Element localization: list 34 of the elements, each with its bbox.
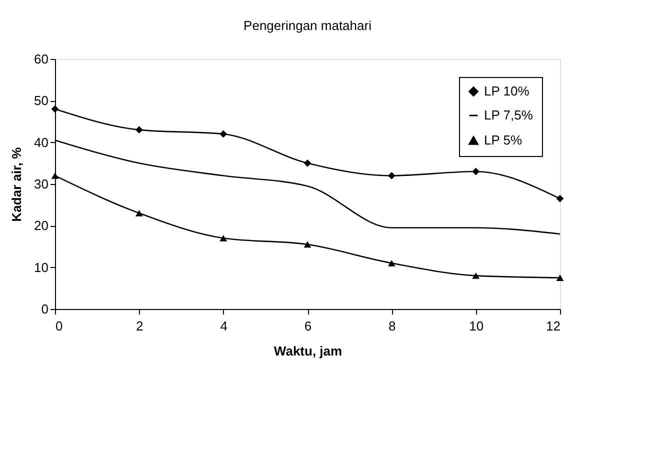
- point: [472, 168, 480, 176]
- point: [220, 234, 228, 242]
- y-axis-title: Kadar air, %: [9, 146, 24, 222]
- x-axis-title: Waktu, jam: [274, 344, 342, 358]
- legend-label: LP 5%: [484, 132, 523, 148]
- x-tick-label: 10: [469, 318, 484, 334]
- legend-label: LP 7,5%: [484, 108, 534, 122]
- y-tick-label: 40: [34, 134, 48, 150]
- point: [472, 272, 480, 279]
- x-tick-label: 8: [388, 318, 396, 334]
- point: [135, 210, 143, 216]
- point: [556, 194, 564, 202]
- y-tick-label: 60: [34, 52, 48, 66]
- point: [135, 126, 143, 134]
- y-tick-label: 10: [34, 260, 48, 275]
- y-tick-label: 50: [34, 93, 48, 108]
- point: [51, 105, 59, 113]
- point: [220, 130, 228, 138]
- x-tick-label: 6: [304, 318, 312, 334]
- point: [51, 172, 59, 179]
- y-tick-label: 20: [34, 218, 48, 234]
- x-tick-label: 12: [546, 318, 560, 334]
- y-tick-label: 30: [34, 176, 48, 192]
- x-tick-label: 2: [136, 318, 144, 334]
- point: [388, 260, 396, 266]
- point: [304, 159, 312, 167]
- x-tick-label: 4: [220, 318, 228, 334]
- point: [556, 274, 564, 281]
- legend-label: LP 10%: [484, 84, 530, 98]
- y-tick-label: 0: [41, 302, 48, 316]
- x-tick-label: 0: [56, 318, 63, 334]
- point: [304, 241, 312, 248]
- chart-title: Pengeringan matahari: [244, 18, 372, 33]
- point: [388, 172, 396, 180]
